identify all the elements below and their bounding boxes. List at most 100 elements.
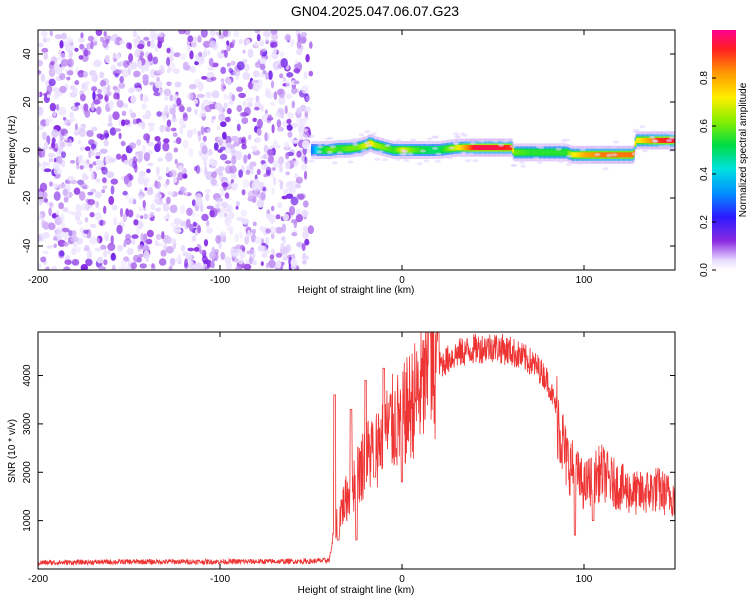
noise-blob [302, 139, 310, 150]
track-fringe [434, 159, 441, 163]
noise-blob [265, 36, 269, 44]
noise-blob [67, 59, 73, 65]
noise-blob [90, 102, 95, 112]
spectrogram-track [308, 125, 675, 171]
noise-blob [255, 95, 260, 103]
track-core [489, 146, 491, 149]
track-fringe [520, 164, 527, 168]
track-core [490, 146, 493, 149]
noise-blob [278, 156, 285, 165]
track-core [641, 139, 643, 142]
noise-blob [275, 260, 282, 269]
track-core [637, 139, 639, 142]
track-core [662, 139, 665, 142]
noise-blob [116, 224, 123, 235]
noise-blob [133, 30, 138, 38]
noise-blob [87, 191, 94, 196]
noise-blob [162, 142, 170, 152]
noise-blob [285, 93, 292, 100]
noise-blob [114, 128, 122, 132]
noise-blob [200, 30, 208, 38]
noise-blob [38, 162, 42, 168]
noise-blob [131, 234, 139, 239]
noise-blob [96, 257, 104, 264]
noise-blob [48, 222, 56, 231]
track-core [578, 153, 581, 156]
track-core [671, 139, 674, 142]
track-core [523, 151, 526, 154]
noise-blob [61, 227, 70, 233]
noise-blob [83, 184, 89, 190]
noise-blob [301, 153, 305, 163]
track-fringe [410, 138, 417, 142]
track-fringe [507, 154, 514, 158]
noise-blob [91, 86, 98, 92]
noise-blob [289, 38, 295, 47]
noise-blob [86, 250, 92, 260]
noise-blob [49, 181, 53, 187]
noise-blob [269, 226, 277, 235]
y-tick-label: 0 [22, 147, 33, 153]
noise-blob [265, 166, 272, 175]
track-fringe [563, 138, 570, 142]
noise-blob [100, 244, 107, 250]
noise-blob [151, 263, 155, 269]
track-core [500, 146, 503, 149]
noise-blob [89, 223, 97, 228]
noise-blob [238, 258, 244, 265]
track-core [630, 153, 633, 156]
noise-blob [275, 112, 280, 117]
noise-blob [272, 176, 277, 186]
track-fringe [316, 142, 323, 145]
noise-blob [206, 128, 211, 133]
noise-blob [42, 250, 49, 255]
noise-blob [58, 202, 64, 210]
noise-blob [133, 219, 139, 226]
noise-blob [74, 80, 80, 86]
noise-blob [286, 182, 293, 190]
noise-blob [186, 106, 192, 113]
track-fringe [504, 138, 511, 142]
noise-blob [156, 111, 163, 117]
noise-blob [238, 169, 244, 178]
noise-blob [233, 141, 240, 147]
track-core [356, 146, 359, 149]
noise-blob [260, 261, 264, 266]
track-core [564, 151, 567, 154]
noise-blob [295, 176, 303, 184]
noise-blob [91, 126, 98, 132]
noise-blob [122, 190, 128, 196]
track-fringe [453, 132, 459, 136]
noise-blob [107, 122, 113, 127]
noise-blob [103, 139, 109, 147]
track-fringe [358, 154, 365, 158]
noise-blob [114, 73, 119, 78]
noise-blob [43, 162, 50, 167]
noise-blob [118, 221, 125, 226]
noise-blob [269, 254, 275, 260]
noise-blob [202, 135, 207, 142]
noise-blob [112, 85, 118, 91]
noise-blob [98, 266, 106, 270]
track-core [634, 142, 637, 145]
track-core [406, 148, 409, 152]
noise-blob [67, 210, 74, 215]
noise-blob [48, 78, 56, 87]
noise-blob [203, 263, 208, 268]
noise-blob [79, 43, 84, 50]
noise-blob [137, 43, 145, 50]
track-core [536, 151, 539, 154]
noise-blob [198, 51, 203, 58]
track-core [521, 151, 523, 154]
track-core [437, 148, 439, 152]
noise-blob [94, 191, 102, 199]
track-core [491, 146, 494, 149]
noise-blob [200, 126, 205, 136]
track-core [625, 153, 628, 156]
track-core [387, 147, 389, 150]
noise-blob [215, 31, 223, 36]
track-fringe [377, 150, 384, 154]
track-core [425, 148, 428, 152]
track-core [372, 142, 374, 146]
